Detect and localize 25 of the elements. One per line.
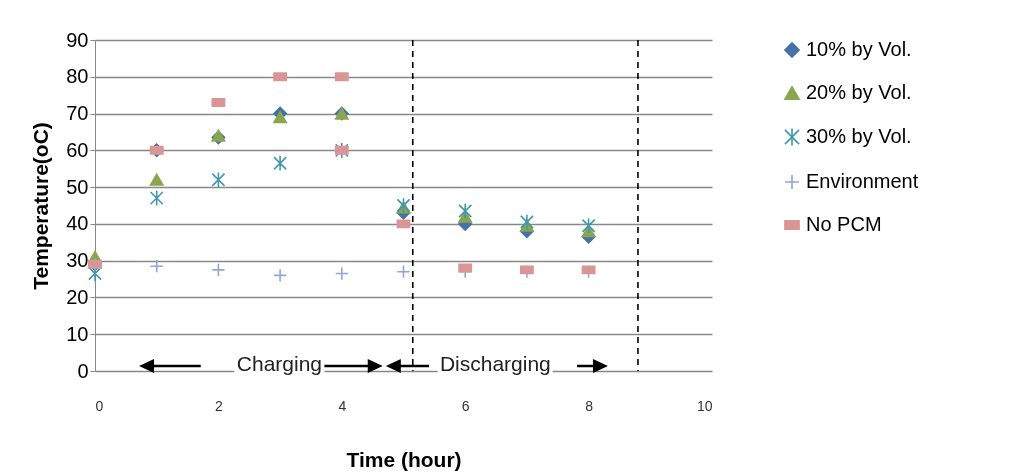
legend-label: No PCM xyxy=(806,213,882,235)
x-tick-label: 6 xyxy=(461,397,470,414)
legend-label: 30% by Vol. xyxy=(806,125,912,147)
legend-label: Environment xyxy=(806,170,919,192)
legend-label: 20% by Vol. xyxy=(806,81,912,103)
y-tick-label: 10 xyxy=(66,322,89,345)
y-tick-label: 90 xyxy=(66,28,89,51)
y-tick-label: 30 xyxy=(66,249,89,272)
x-tick-label: 4 xyxy=(338,397,347,414)
x-axis-title: Time (hour) xyxy=(346,447,462,471)
y-tick-label: 70 xyxy=(66,102,89,125)
x-tick-label: 10 xyxy=(696,397,713,414)
y-tick-label: 20 xyxy=(66,285,89,308)
y-tick-label: 40 xyxy=(66,212,89,235)
annotation: Charging xyxy=(234,352,325,376)
y-tick-label: 60 xyxy=(66,138,89,161)
x-tick-label: 8 xyxy=(585,397,594,414)
legend-label: 10% by Vol. xyxy=(806,38,912,60)
y-tick-label: 80 xyxy=(66,65,89,88)
y-tick-label: 50 xyxy=(66,175,89,198)
y-axis-title: Temperature(oC) xyxy=(29,122,53,290)
x-tick-label: 0 xyxy=(95,397,104,414)
y-tick-label: 0 xyxy=(77,359,89,382)
annotation: Discharging xyxy=(437,352,553,376)
x-tick-label: 2 xyxy=(215,397,223,414)
